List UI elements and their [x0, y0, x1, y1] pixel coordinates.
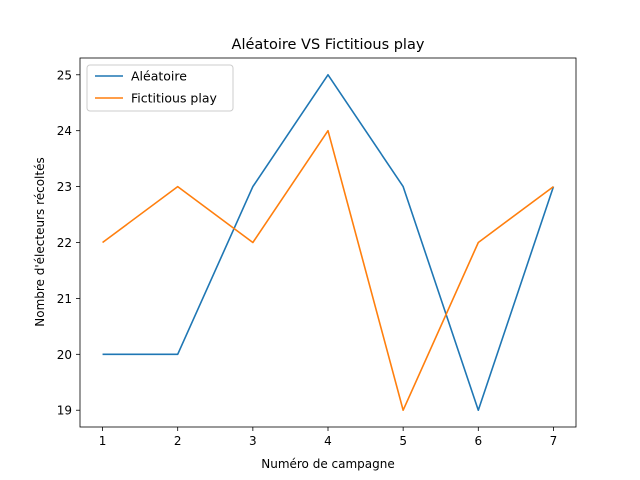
y-tick-label: 21: [57, 292, 72, 306]
plot-frame: [79, 57, 577, 428]
y-axis-label: Nombre d'électeurs récoltés: [33, 157, 47, 326]
y-tick-label: 23: [57, 180, 72, 194]
y-tick-label: 20: [57, 348, 72, 362]
legend: Aléatoire Fictitious play: [86, 64, 234, 112]
x-axis-ticks: 1 2 3 4 5 6 7: [99, 427, 558, 448]
x-tick-label: 4: [324, 434, 332, 448]
y-tick-label: 24: [57, 124, 72, 138]
x-tick-label: 5: [399, 434, 407, 448]
chart-title: Aléatoire VS Fictitious play: [232, 37, 425, 53]
plot-lines: [102, 73, 555, 412]
series-line-1: [102, 129, 554, 412]
x-axis-label: Numéro de campagne: [261, 457, 395, 471]
x-tick-label: 6: [474, 434, 482, 448]
x-tick-label: 7: [550, 434, 558, 448]
series-line-0: [102, 73, 555, 412]
legend-box: [86, 64, 234, 112]
x-tick-label: 2: [174, 434, 182, 448]
y-axis-ticks: 19 20 21 22 23 24 25: [57, 68, 80, 418]
x-tick-label: 1: [99, 434, 107, 448]
y-tick-label: 25: [57, 68, 72, 82]
y-tick-label: 22: [57, 236, 72, 250]
y-tick-label: 19: [57, 404, 72, 418]
x-tick-label: 3: [249, 434, 257, 448]
legend-label-1: Fictitious play: [131, 91, 217, 106]
legend-label-0: Aléatoire: [131, 69, 187, 84]
